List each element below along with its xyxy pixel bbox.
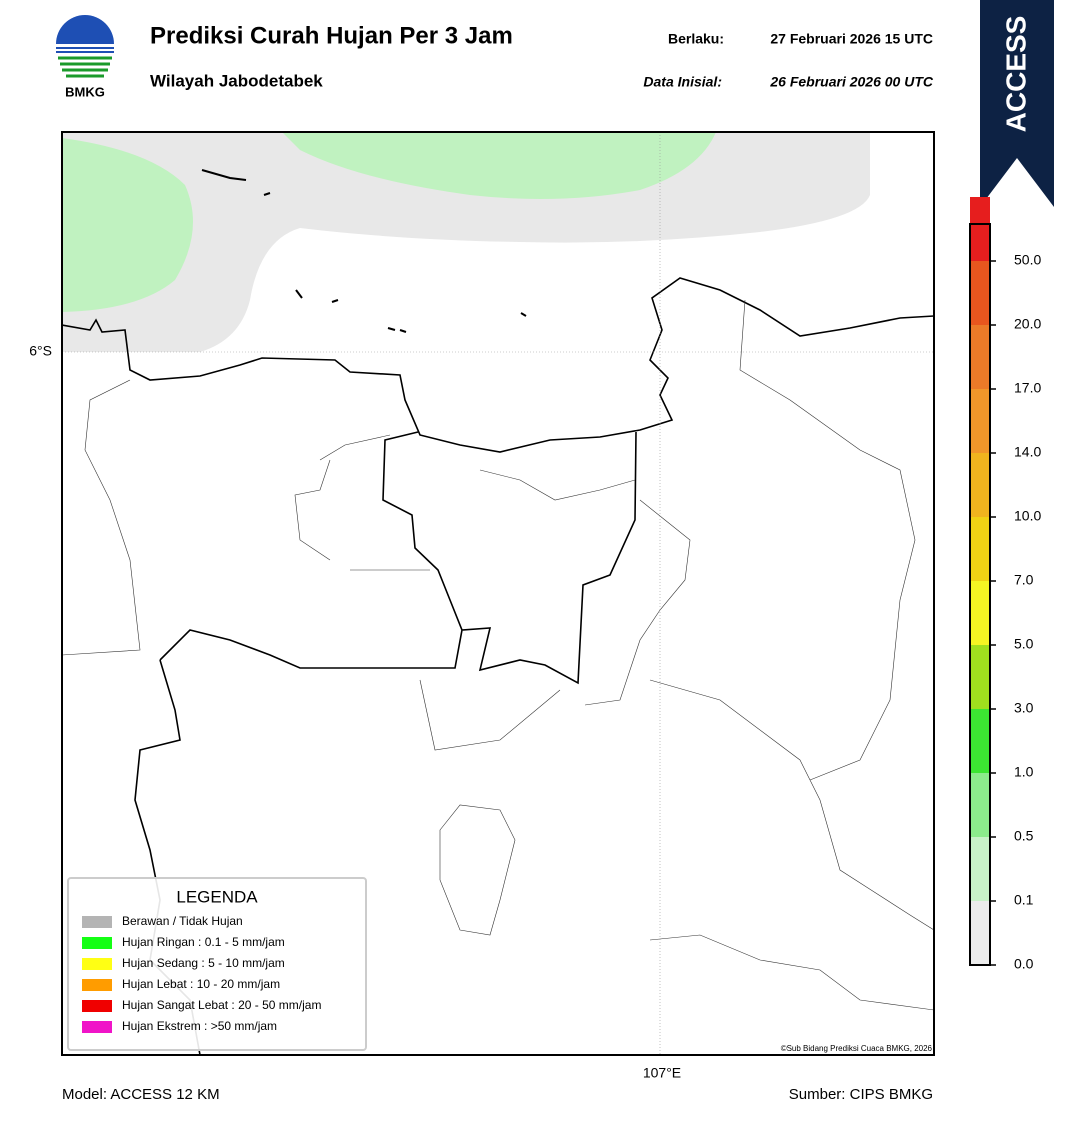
map (62, 132, 934, 1055)
legend-label: Hujan Ekstrem : >50 mm/jam (122, 1019, 277, 1033)
footer-model: Model: ACCESS 12 KM (62, 1086, 220, 1103)
logo-text: BMKG (65, 84, 105, 99)
banner: ACCESS (980, 0, 1054, 207)
colorbar-tick-label: 10.0 (1014, 508, 1041, 524)
colorbar: 0.0 0.1 0.5 1.0 3.0 5.0 7.0 10.0 14.0 17.0 20.0 50.… (969, 197, 1041, 972)
legend-label: Hujan Lebat : 10 - 20 mm/jam (122, 977, 280, 991)
province-border (159, 431, 637, 685)
credit: ©Sub Bidang Prediksi Cuaca BMKG, 2026 (781, 1044, 933, 1053)
colorbar-tick-label: 0.1 (1014, 892, 1034, 908)
colorbar-tick-label: 0.0 (1014, 956, 1034, 972)
colorbar-tick-label: 50.0 (1014, 252, 1041, 268)
valid-label: Berlaku: (668, 31, 724, 47)
island (201, 169, 527, 333)
colorbar-segment (970, 645, 990, 709)
legend-label: Berawan / Tidak Hujan (122, 914, 243, 928)
colorbar-frame (969, 223, 991, 966)
legend-swatch (82, 916, 112, 928)
colorbar-tick-label: 3.0 (1014, 700, 1034, 716)
colorbar-segment (970, 773, 990, 837)
colorbar-tick-label: 0.5 (1014, 828, 1034, 844)
valid-time: 27 Februari 2026 15 UTC (770, 31, 933, 47)
legend-label: Hujan Ringan : 0.1 - 5 mm/jam (122, 935, 285, 949)
light-rain-area (62, 138, 193, 312)
colorbar-segment (970, 709, 990, 773)
init-time: 26 Februari 2026 00 UTC (769, 74, 934, 90)
district-border (62, 299, 934, 1011)
lon-label: 107°E (643, 1065, 681, 1081)
coastline (62, 277, 934, 453)
colorbar-segment (970, 517, 990, 581)
colorbar-tick-label: 17.0 (1014, 380, 1041, 396)
map-frame (61, 131, 935, 1056)
cloud-area (62, 132, 870, 352)
colorbar-tick-label: 20.0 (1014, 316, 1041, 332)
title: Prediksi Curah Hujan Per 3 Jam (150, 22, 513, 49)
legend-label: Hujan Sangat Lebat : 20 - 50 mm/jam (122, 998, 321, 1012)
legend: LEGENDA Berawan / Tidak Hujan Hujan Ringa… (67, 877, 367, 1051)
legend-swatch (82, 1021, 112, 1033)
legend-swatch (82, 1000, 112, 1012)
colorbar-tick-label: 1.0 (1014, 764, 1034, 780)
banner-text: ACCESS (1000, 16, 1031, 133)
colorbar-segment (970, 453, 990, 517)
legend-swatch (82, 979, 112, 991)
legend-swatch (82, 937, 112, 949)
footer-source: Sumber: CIPS BMKG (789, 1086, 933, 1103)
colorbar-segment (970, 261, 990, 325)
colorbar-segment (970, 197, 990, 261)
lat-label: 6°S (29, 343, 52, 359)
colorbar-segment (970, 389, 990, 453)
colorbar-tick-label: 5.0 (1014, 636, 1034, 652)
legend-swatch (82, 958, 112, 970)
init-label: Data Inisial: (643, 74, 722, 90)
colorbar-segment (970, 325, 990, 389)
subtitle: Wilayah Jabodetabek (150, 71, 323, 90)
colorbar-segment (970, 837, 990, 901)
legend-title: LEGENDA (176, 887, 258, 906)
logo: BMKG (56, 15, 114, 99)
colorbar-tick-label: 7.0 (1014, 572, 1034, 588)
colorbar-tick-label: 14.0 (1014, 444, 1041, 460)
colorbar-segment (970, 581, 990, 645)
legend-label: Hujan Sedang : 5 - 10 mm/jam (122, 956, 285, 970)
light-rain-area (282, 132, 716, 199)
colorbar-segment (970, 901, 990, 965)
